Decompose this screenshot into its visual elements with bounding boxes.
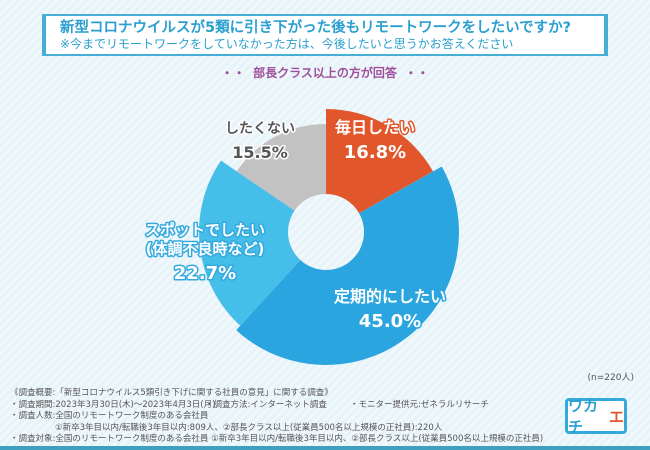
dots-left: ・・ [221,66,246,80]
bottom-bar [0,446,650,450]
slice-label-2: (体調不良時など) [146,240,265,258]
slice-3 [236,124,326,211]
title-box: 新型コロナウイルスが5類に引き下がった後もリモートワークをしたいですか? ※今ま… [42,14,608,56]
slice-label-1: 定期的にしたい [333,287,446,306]
survey-period: ・調査期間:2023年3月30日(木)〜2023年4月3日(月) [10,399,216,410]
slice-value-3: 15.5% [232,143,288,162]
slice-value-2: 22.7% [174,263,236,284]
survey-method: ・調査方法:インターネット調査 [205,399,327,410]
respondent-subtitle: ・・ 部長クラス以上の方が回答 ・・ [0,64,650,81]
chart-note: ※今までリモートワークをしていなかった方は、今後したいと思うかお答えください [60,37,514,51]
survey-target: ・調査対象:全国のリモートワーク制度のある会社員 ①新卒3年目以内/転職後3年目… [10,434,544,444]
dots-right: ・・ [404,66,429,80]
slice-value-0: 16.8% [344,142,406,163]
sample-size: (n=220人) [587,373,634,383]
slice-label-2: スポットでしたい [145,221,265,239]
survey-overview: 《調査概要:「新型コロナウイルス5類引き下げに関する社員の意見」に関する調査》 [10,388,333,398]
survey-people-detail: ①新卒3年目以内/転職後3年目以内:809人、②部長クラス以上(従業員500名以… [55,422,443,433]
slice-0 [326,109,434,214]
slice-label-0: 毎日したい [335,118,415,137]
slice-label-3: したくない [225,121,295,137]
slice-value-1: 45.0% [359,311,421,332]
wakachie-logo: ワカチエ [565,397,627,436]
chart-title: 新型コロナウイルスが5類に引き下がった後もリモートワークをしたいですか? [60,20,572,36]
survey-footer: 《調査概要:「新型コロナウイルス5類引き下げに関する社員の意見」に関する調査》 … [10,388,543,446]
slice-2 [199,160,301,326]
subtitle-text: 部長クラス以上の方が回答 [253,66,397,80]
survey-people: ・調査人数:全国のリモートワーク制度のある会社員 [10,411,209,421]
survey-provider: ・モニター提供元:ゼネラルリサーチ [350,399,489,410]
slice-1 [236,166,459,365]
